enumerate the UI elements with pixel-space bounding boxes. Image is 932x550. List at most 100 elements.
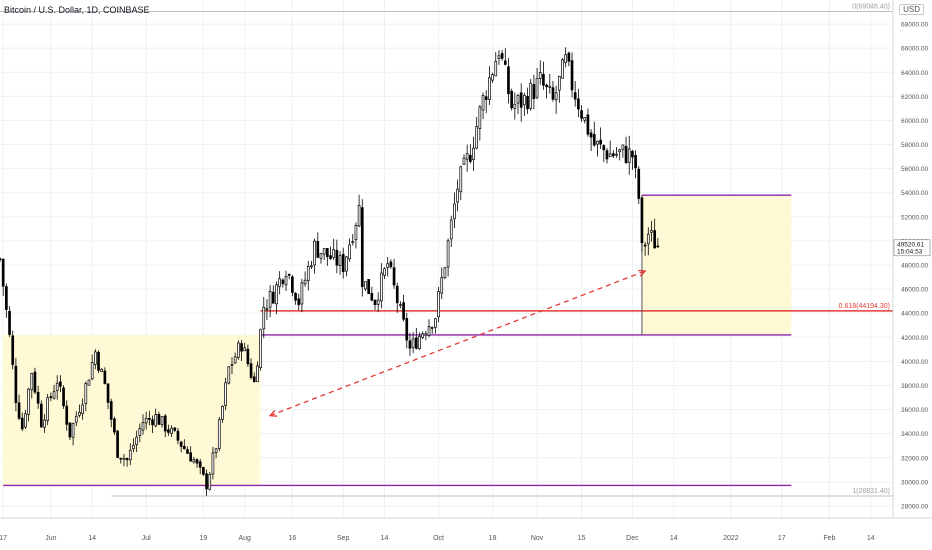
x-tick-label: Dec <box>626 535 639 542</box>
candle-body <box>81 404 84 414</box>
candle-body <box>11 335 15 365</box>
x-tick-label: Jul <box>142 535 151 542</box>
candle-body <box>456 188 459 203</box>
candle-body <box>500 53 504 59</box>
zone-box <box>641 195 792 335</box>
candle-body <box>621 144 625 150</box>
x-tick-label: Sep <box>337 535 350 542</box>
candle-body <box>103 370 107 384</box>
candle-body <box>49 396 53 398</box>
y-tick-label: 28000.00 <box>901 503 928 510</box>
currency-badge[interactable]: USD <box>899 4 924 15</box>
candle-body <box>237 342 240 358</box>
candle-body <box>351 241 355 244</box>
candle-body <box>179 441 183 447</box>
candle-body <box>192 459 196 463</box>
candle-body <box>259 329 262 368</box>
candle-body <box>300 282 304 305</box>
candle-body <box>538 72 542 79</box>
y-tick-label: 46000.00 <box>901 287 928 294</box>
candle-body <box>624 145 628 163</box>
projection-arrow <box>268 269 647 417</box>
candle-body <box>453 203 456 220</box>
candle-body <box>33 371 37 393</box>
candle-body <box>516 94 520 104</box>
candle-body <box>316 240 320 258</box>
candle-body <box>573 92 577 100</box>
y-tick-label: 34000.00 <box>901 431 928 438</box>
y-tick-label: 58000.00 <box>901 142 928 149</box>
candle-body <box>567 52 571 62</box>
candle-body <box>395 285 399 304</box>
candle-body <box>113 418 116 433</box>
candle-body <box>268 290 272 308</box>
candle-body <box>262 306 266 330</box>
candle-body <box>39 403 43 428</box>
candle-body <box>214 448 218 453</box>
candle-body <box>440 277 444 294</box>
candle-body <box>376 299 380 305</box>
horizontal-levels: 0(69046.40) 0.618(44194.30) 1(28831.40) <box>0 3 893 497</box>
candle-body <box>148 418 151 420</box>
y-tick-label: 30000.00 <box>901 479 928 486</box>
candle-body <box>586 114 590 135</box>
candle-body <box>491 74 494 81</box>
candle-body <box>446 240 450 268</box>
candle-body <box>46 397 50 421</box>
chart-title: Bitcoin / U.S. Dollar, 1D, COINBASE <box>4 5 150 15</box>
candle-body <box>227 366 231 384</box>
candle-body <box>1 258 5 287</box>
candle-body <box>402 302 405 320</box>
candle-body <box>596 141 599 145</box>
y-tick-label: 60000.00 <box>901 118 928 125</box>
x-tick-label: Feb <box>823 535 835 542</box>
candle-body <box>106 383 110 403</box>
candle-body <box>615 153 618 156</box>
candle-body <box>322 248 326 255</box>
candle-body <box>256 365 259 383</box>
candle-body <box>65 405 69 425</box>
candle-body <box>5 286 8 310</box>
candle-body <box>551 87 555 100</box>
candle-body <box>74 415 78 423</box>
candle-body <box>646 233 650 245</box>
candle-body <box>484 96 488 101</box>
y-tick-label: 48000.00 <box>901 263 928 270</box>
candle-body <box>157 413 161 425</box>
candle-body <box>529 82 533 109</box>
candle-body <box>43 419 46 428</box>
candle-body <box>427 326 431 336</box>
candle-body <box>618 149 622 153</box>
candle-body <box>414 337 418 349</box>
candle-body <box>542 73 545 86</box>
candle-body <box>224 382 227 406</box>
candle-body <box>472 147 475 160</box>
candle-body <box>345 256 348 272</box>
y-tick-label: 42000.00 <box>901 335 928 342</box>
y-tick-label: 38000.00 <box>901 383 928 390</box>
candle-body <box>275 284 278 305</box>
candle-body <box>354 225 358 240</box>
x-tick-label: Aug <box>238 535 251 542</box>
x-tick-label: 15 <box>578 535 586 542</box>
y-tick-label: 36000.00 <box>901 407 928 414</box>
y-tick-label: 54000.00 <box>901 190 928 197</box>
candle-body <box>284 276 288 286</box>
candle-body <box>30 373 34 391</box>
x-tick-label: 14 <box>670 535 678 542</box>
x-tick-label: Nov <box>531 535 544 542</box>
candle-body <box>519 92 523 108</box>
candle-body <box>52 391 56 399</box>
candle-body <box>160 416 164 425</box>
y-tick-label: 32000.00 <box>901 455 928 462</box>
candle-body <box>437 291 440 318</box>
candle-body <box>643 244 647 247</box>
candle-body <box>335 249 339 266</box>
candle-body <box>532 84 536 99</box>
candle-body <box>497 55 501 59</box>
candle-body <box>17 402 21 419</box>
candle-body <box>380 272 383 302</box>
candle-body <box>526 95 529 110</box>
